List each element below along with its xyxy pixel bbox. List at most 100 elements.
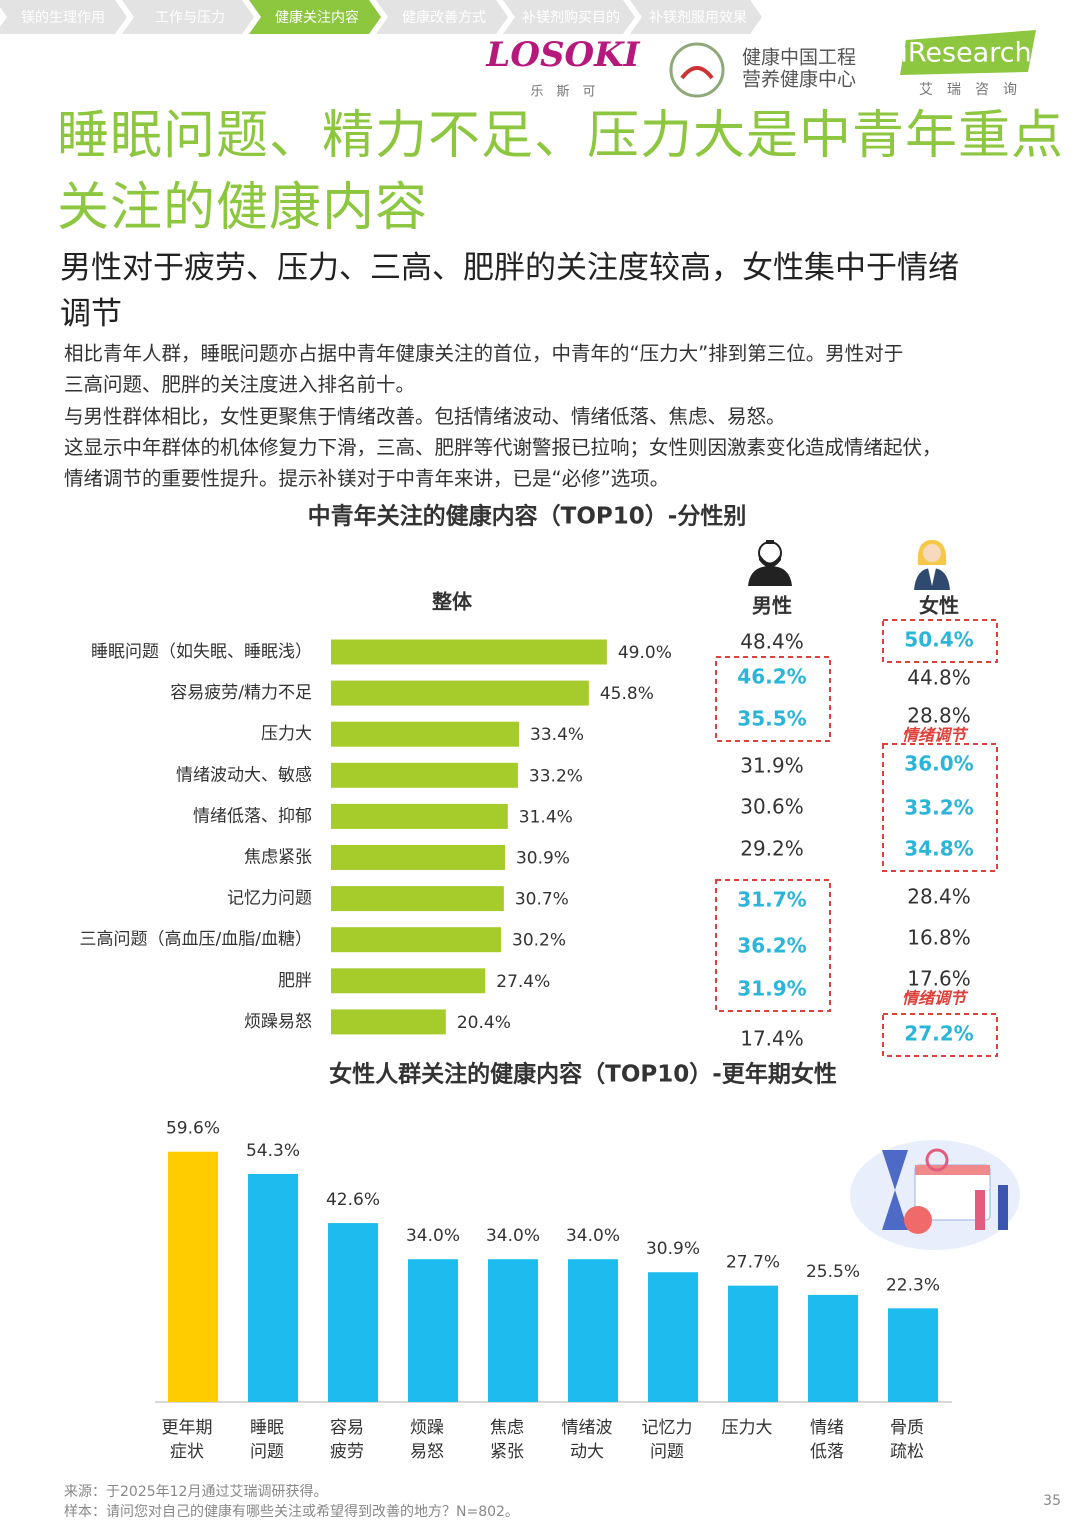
- footer-sample: 样本：请问您对自己的健康有哪些关注或希望得到改善的地方？N=802。: [64, 1503, 519, 1520]
- chart-title: 中青年关注的健康内容（TOP10）-分性别: [308, 503, 747, 530]
- logo-iresearch-sub: 艾 瑞 咨 询: [919, 82, 1017, 98]
- column-value: 28.4%: [907, 885, 971, 909]
- value-label: 45.8%: [600, 684, 654, 704]
- value-label: 49.0%: [618, 643, 672, 663]
- paragraph: 与男性群体相比，女性更聚焦于情绪改善。包括情绪波动、情绪低落、焦虑、易怒。: [64, 404, 786, 428]
- note: 情绪调节: [902, 989, 969, 1008]
- male-icon: [748, 540, 792, 586]
- nav-tab-label: 健康改善方式: [402, 9, 486, 26]
- column-value: 17.6%: [907, 967, 971, 991]
- value-label: 22.3%: [886, 1275, 940, 1295]
- category-label: 更年期症状: [162, 1418, 213, 1462]
- category-label: 压力大: [722, 1418, 773, 1438]
- bar: [488, 1259, 538, 1402]
- bar: [331, 803, 508, 829]
- column-value: 31.9%: [740, 754, 804, 778]
- nav-tab: [122, 0, 254, 34]
- bar: [248, 1173, 298, 1402]
- category-label: 容易疲劳/精力不足: [170, 683, 312, 703]
- value-label: 54.3%: [246, 1141, 300, 1161]
- bar: [331, 886, 504, 912]
- bar: [331, 1009, 446, 1035]
- bar: [808, 1294, 858, 1402]
- nav-tab: [503, 0, 635, 34]
- value-label: 34.0%: [406, 1226, 460, 1246]
- nav-tab-label: 工作与压力: [155, 10, 225, 26]
- category-label: 情绪低落、抑郁: [193, 806, 312, 826]
- value-label: 27.7%: [726, 1253, 780, 1273]
- highlight-box: [882, 1013, 998, 1057]
- value-label: 34.0%: [486, 1226, 540, 1246]
- value-label: 30.9%: [516, 849, 570, 869]
- category-label: 睡眠问题（如失眠、睡眠浅）: [91, 642, 312, 662]
- paragraphs: 相比青年人群，睡眠问题亦占据中青年健康关注的首位，中青年的“压力大”排到第三位。…: [64, 338, 942, 494]
- nav-tab: [0, 0, 127, 34]
- column-value: 17.4%: [740, 1027, 804, 1051]
- column-header: 整体: [431, 590, 473, 614]
- value-label: 33.4%: [530, 725, 584, 745]
- value-label: 27.4%: [496, 972, 550, 992]
- nav-tab-label: 补镁剂服用效果: [649, 10, 747, 26]
- logo-center-1: 健康中国工程: [742, 47, 856, 69]
- category-label: 肥胖: [278, 971, 312, 991]
- column-value: 36.0%: [904, 752, 973, 776]
- category-label: 焦虑紧张: [244, 848, 312, 868]
- bar: [408, 1259, 458, 1402]
- bar: [331, 639, 607, 665]
- category-label: 焦虑紧张: [490, 1418, 524, 1462]
- column-value: 46.2%: [737, 665, 806, 689]
- nav-tab-label: 健康关注内容: [275, 9, 359, 26]
- logo-center-mark: [680, 66, 714, 80]
- column-value: 44.8%: [907, 666, 971, 690]
- column-value: 50.4%: [904, 628, 973, 652]
- category-label: 情绪低落: [810, 1418, 844, 1462]
- column-value: 28.8%: [907, 704, 971, 728]
- logo-iresearch-bg: [900, 30, 1036, 75]
- nav-tab-label: 补镁剂购买目的: [522, 10, 620, 26]
- bar: [331, 762, 518, 788]
- column-value: 36.2%: [737, 934, 806, 958]
- page-number: 35: [1043, 1493, 1061, 1509]
- column-value: 31.7%: [737, 888, 806, 912]
- bar: [331, 927, 502, 953]
- category-label: 记忆力问题: [642, 1418, 693, 1462]
- category-label: 三高问题（高血压/血脂/血糖）: [80, 930, 312, 950]
- value-label: 25.5%: [806, 1262, 860, 1282]
- highlight-box: [882, 743, 998, 872]
- page-title: 睡眠问题、精力不足、压力大是中青年重点 关注的健康内容: [57, 106, 1065, 238]
- category-label: 容易疲劳: [330, 1418, 364, 1462]
- logo-center-2: 营养健康中心: [742, 69, 856, 91]
- value-label: 59.6%: [166, 1119, 220, 1139]
- logo-iresearch: iResearch: [900, 38, 1031, 69]
- illustration: [850, 1140, 1020, 1250]
- nav-tab: [630, 0, 762, 34]
- column-value: 27.2%: [904, 1022, 973, 1046]
- column-header: 女性: [919, 594, 959, 618]
- paragraph: 相比青年人群，睡眠问题亦占据中青年健康关注的首位，中青年的“压力大”排到第三位。…: [64, 342, 904, 397]
- column-header: 男性: [752, 594, 792, 618]
- category-label: 睡眠问题: [250, 1418, 284, 1462]
- bar: [168, 1151, 218, 1402]
- column-value: 29.2%: [740, 837, 804, 861]
- highlight-box: [715, 656, 831, 742]
- bar: [888, 1308, 938, 1402]
- value-label: 30.2%: [512, 931, 566, 951]
- column-value: 16.8%: [907, 926, 971, 950]
- column-value: 31.9%: [737, 977, 806, 1001]
- bar: [728, 1285, 778, 1402]
- logo-losoki-sub: 乐 斯 可: [530, 85, 595, 100]
- paragraph: 这显示中年群体的机体修复力下滑，三高、肥胖等代谢警报已拉响；女性则因激素变化造成…: [64, 435, 942, 491]
- highlight-box: [882, 619, 998, 663]
- value-label: 34.0%: [566, 1226, 620, 1246]
- value-label: 31.4%: [519, 807, 573, 827]
- bar: [328, 1223, 378, 1402]
- note: 情绪调节: [902, 726, 969, 745]
- value-label: 20.4%: [457, 1013, 511, 1033]
- column-value: 34.8%: [904, 837, 973, 861]
- column-value: 30.6%: [740, 795, 804, 819]
- bar: [331, 968, 486, 994]
- nav-tab: [249, 0, 381, 34]
- value-label: 42.6%: [326, 1190, 380, 1210]
- logo-losoki: LOSOKI: [485, 35, 640, 75]
